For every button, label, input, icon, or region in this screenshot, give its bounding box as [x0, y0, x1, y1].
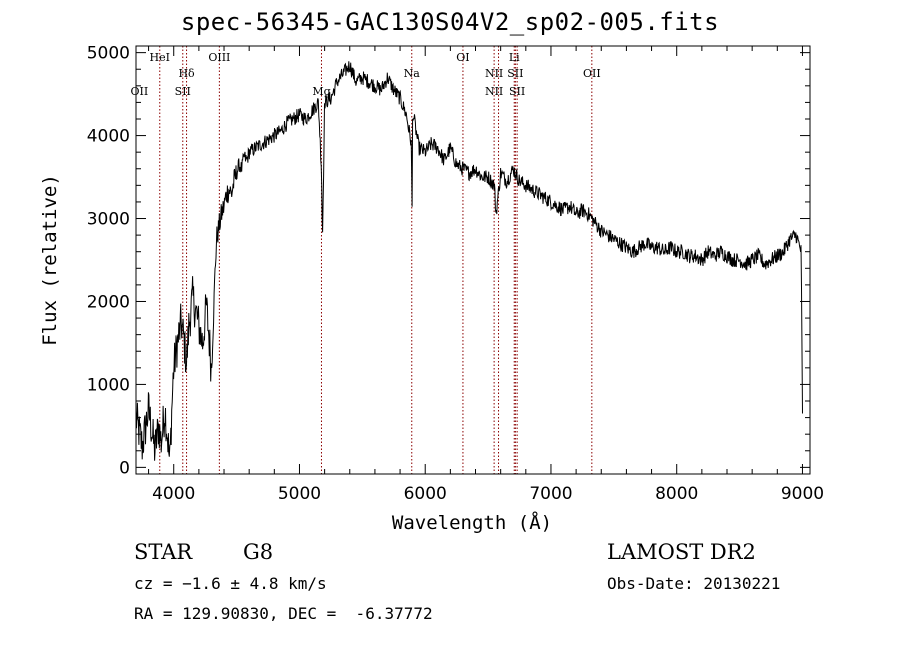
spectral-line-label: OI: [456, 51, 469, 64]
spectral-line-label: OIII: [208, 51, 230, 64]
y-tick-label: 4000: [87, 127, 130, 147]
x-tick-label: 9000: [781, 484, 824, 504]
spectral-line-label: NII: [485, 85, 503, 98]
spectral-line-label: OII: [131, 85, 149, 98]
y-tick-label: 0: [119, 458, 130, 478]
spectral-line-label: Li: [509, 51, 520, 64]
spectral-line-label: SII: [507, 67, 523, 80]
spectral-line-label: NII: [485, 67, 503, 80]
x-tick-label: 6000: [404, 484, 447, 504]
coordinates: RA = 129.90830, DEC = -6.37772: [134, 604, 433, 623]
y-tick-label: 1000: [87, 375, 130, 395]
redshift-velocity: cz = −1.6 ± 4.8 km/s: [134, 574, 327, 593]
x-axis-label: Wavelength (Å): [392, 512, 552, 534]
spectral-line-markers: [160, 46, 592, 474]
spectral-line-label: OII: [583, 67, 601, 80]
spectral-line-label: Hδ: [178, 67, 195, 80]
object-class: STAR: [134, 540, 192, 564]
y-tick-label: 5000: [87, 44, 130, 64]
x-tick-label: 7000: [529, 484, 572, 504]
spectral-line-label: HeI: [150, 51, 170, 64]
observation-date: Obs-Date: 20130221: [607, 574, 780, 593]
survey-name: LAMOST DR2: [607, 540, 756, 564]
y-tick-label: 3000: [87, 210, 130, 230]
x-tick-label: 4000: [152, 484, 195, 504]
y-tick-label: 2000: [87, 292, 130, 312]
spectral-line-label: Na: [404, 67, 421, 80]
y-axis-label: Flux (relative): [39, 174, 61, 346]
spectrum-series: [136, 61, 803, 460]
x-axis-ticks: 4000 5000 6000 7000 8000 9000: [149, 46, 825, 504]
spectral-line-label: SII: [175, 85, 191, 98]
x-tick-label: 5000: [278, 484, 321, 504]
x-tick-label: 8000: [655, 484, 698, 504]
object-subclass: G8: [243, 540, 273, 564]
spectrum-line: [136, 61, 803, 460]
spectral-line-label: SII: [509, 85, 525, 98]
plot-frame: [136, 46, 810, 474]
